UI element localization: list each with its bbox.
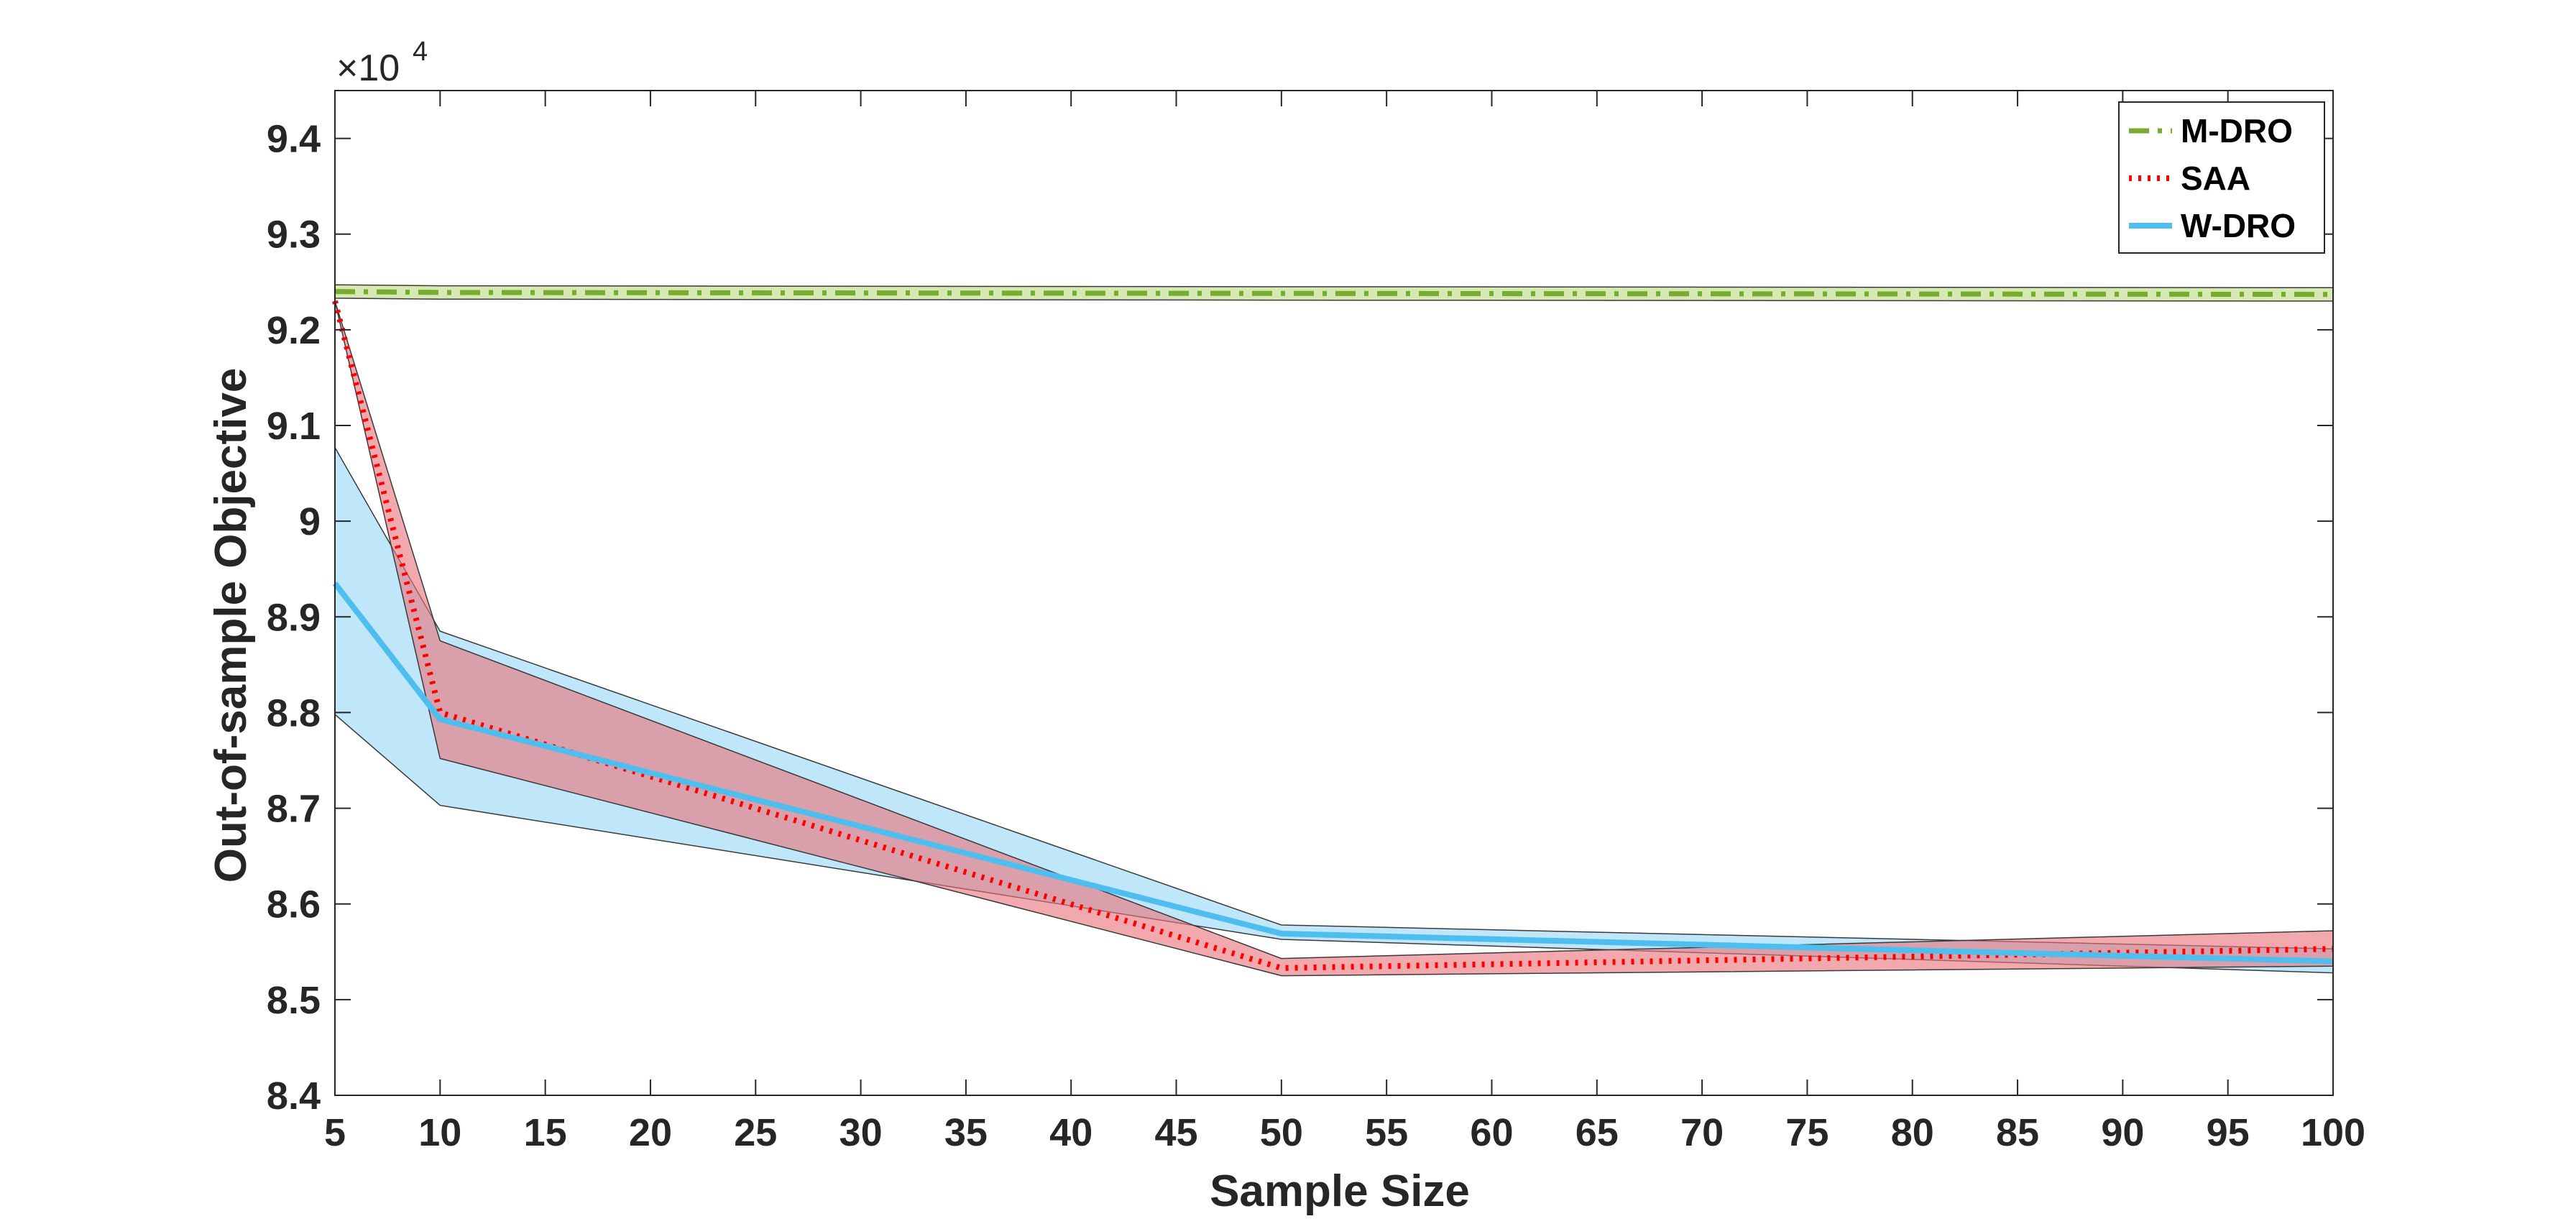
x-tick-label: 65 bbox=[1576, 1111, 1619, 1154]
legend-label-m-dro: M-DRO bbox=[2181, 112, 2293, 149]
y-axis-label: Out-of-sample Objective bbox=[206, 368, 256, 883]
y-axis-multiplier-base: ×10 bbox=[336, 47, 400, 89]
series-line-m-dro bbox=[334, 289, 2334, 298]
x-tick-label: 40 bbox=[1049, 1111, 1092, 1154]
x-tick-label: 85 bbox=[1996, 1111, 2039, 1154]
x-tick-label: 95 bbox=[2207, 1111, 2250, 1154]
x-tick-label: 100 bbox=[2301, 1111, 2365, 1154]
y-tick-label: 8.8 bbox=[267, 691, 321, 735]
y-tick-label: 8.7 bbox=[267, 788, 321, 831]
x-tick-label: 30 bbox=[840, 1111, 883, 1154]
x-axis: 5 10 15 20 25 30 35 40 45 50 55 60 65 70 75 80 85 90 95 100 bbox=[324, 91, 2365, 1154]
legend-label-saa: SAA bbox=[2181, 160, 2250, 197]
y-tick-label: 9.1 bbox=[267, 405, 321, 448]
x-tick-label: 70 bbox=[1680, 1111, 1724, 1154]
confidence-bands bbox=[334, 284, 2334, 977]
x-axis-label: Sample Size bbox=[1210, 1166, 1470, 1216]
y-tick-label: 8.4 bbox=[267, 1074, 321, 1118]
x-tick-label: 25 bbox=[734, 1111, 777, 1154]
y-tick-label: 8.6 bbox=[267, 883, 321, 926]
band-w-dro bbox=[334, 445, 2334, 974]
series-lines bbox=[332, 289, 2334, 971]
y-axis: 8.4 8.5 8.6 8.7 8.8 8.9 9 9.1 9.2 9.3 9.4 bbox=[267, 118, 2333, 1118]
y-tick-label: 9.4 bbox=[267, 118, 321, 161]
x-tick-label: 10 bbox=[418, 1111, 461, 1154]
legend-label-w-dro: W-DRO bbox=[2181, 207, 2296, 244]
x-tick-label: 45 bbox=[1154, 1111, 1197, 1154]
plot-area-frame bbox=[334, 90, 2334, 1096]
band-saa bbox=[334, 300, 2334, 977]
series-line-saa bbox=[332, 300, 2334, 971]
y-tick-label: 9 bbox=[299, 500, 321, 543]
x-tick-label: 55 bbox=[1365, 1111, 1408, 1154]
x-tick-label: 35 bbox=[944, 1111, 988, 1154]
x-tick-label: 80 bbox=[1891, 1111, 1934, 1154]
series-line-w-dro bbox=[332, 581, 2334, 965]
y-axis-multiplier-exponent: 4 bbox=[413, 37, 428, 67]
y-tick-label: 8.9 bbox=[267, 596, 321, 639]
x-tick-label: 90 bbox=[2101, 1111, 2144, 1154]
legend: M-DRO SAA W-DRO bbox=[2118, 101, 2325, 254]
y-tick-label: 9.3 bbox=[267, 213, 321, 257]
x-tick-label: 15 bbox=[524, 1111, 567, 1154]
x-tick-label: 75 bbox=[1785, 1111, 1828, 1154]
y-tick-label: 9.2 bbox=[267, 309, 321, 352]
x-tick-label: 5 bbox=[324, 1111, 346, 1154]
y-tick-label: 8.5 bbox=[267, 979, 321, 1022]
x-tick-label: 60 bbox=[1470, 1111, 1513, 1154]
x-tick-label: 20 bbox=[629, 1111, 672, 1154]
x-tick-label: 50 bbox=[1260, 1111, 1303, 1154]
